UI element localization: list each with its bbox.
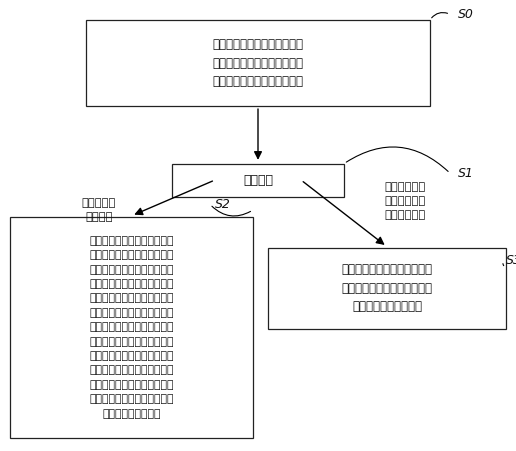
Text: 来自其它应用
服务器的业务
数据同步请求: 来自其它应用 服务器的业务 数据同步请求	[384, 182, 425, 220]
Bar	[172, 164, 344, 197]
Bar	[10, 216, 253, 437]
Text: 按预设定的访问热度算法，实
时计算和统计本地缓存区中缓
存的各业务数据的访问热度值: 按预设定的访问热度算法，实 时计算和统计本地缓存区中缓 存的各业务数据的访问热度…	[213, 38, 303, 88]
Text: S1: S1	[458, 167, 474, 180]
Text: 响应业务数据同步请求，并接
收来自其它应用服务器的业务
数据进行本地缓存处理: 响应业务数据同步请求，并接 收来自其它应用服务器的业务 数据进行本地缓存处理	[342, 263, 432, 313]
Text: S3: S3	[506, 254, 516, 267]
Bar	[86, 20, 430, 106]
Text: S2: S2	[215, 198, 231, 211]
Text: 来自用户的
业务请求: 来自用户的 业务请求	[82, 198, 116, 222]
Text: 接收请求: 接收请求	[243, 174, 273, 187]
Bar	[268, 248, 506, 329]
Text: S0: S0	[458, 8, 474, 21]
Text: 以本地缓存区优先调用的方式
从本地缓存区或通过远程通信
从数据库服务器获取业务数据
用于响应用户的业务请求；其
中，当通过远程通信从数据库
服务器获取业务数据用: 以本地缓存区优先调用的方式 从本地缓存区或通过远程通信 从数据库服务器获取业务数…	[89, 236, 174, 419]
